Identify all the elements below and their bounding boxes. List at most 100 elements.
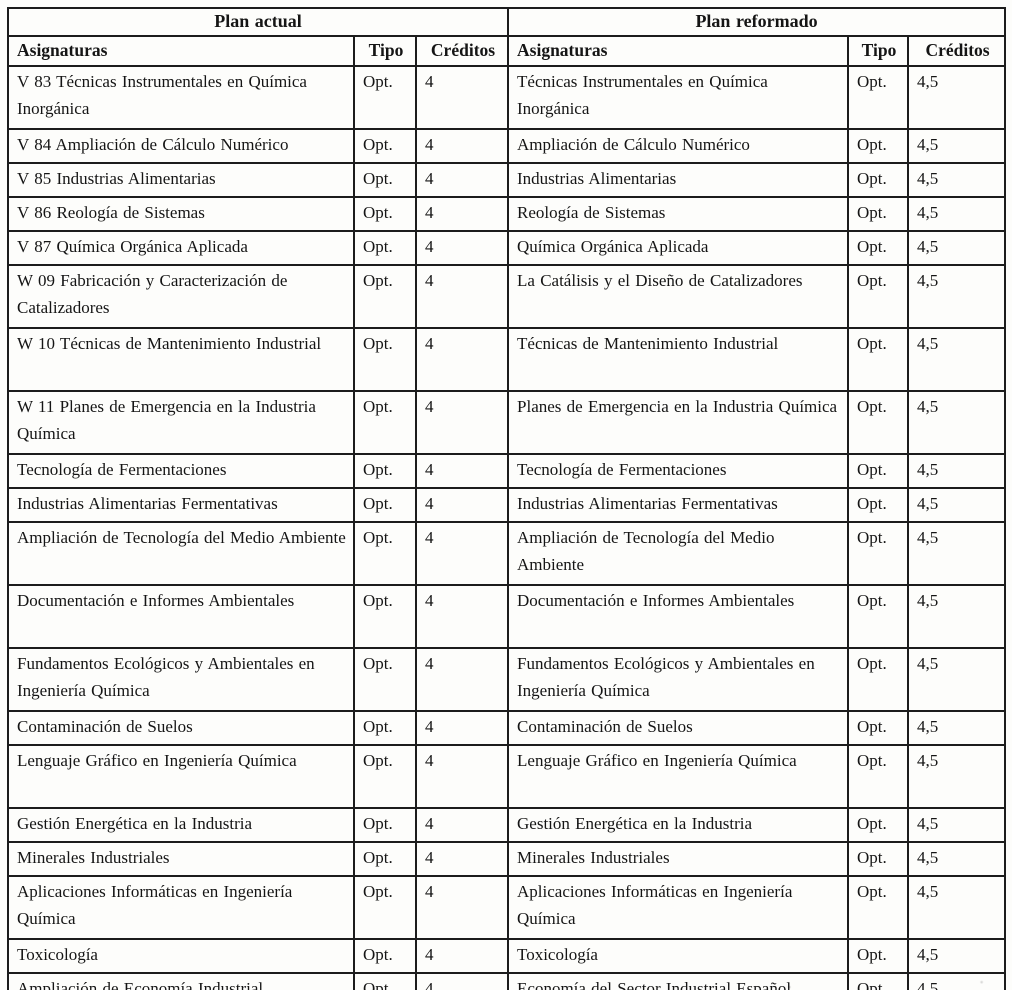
- table-body: V 83 Técnicas Instrumentales en Química …: [7, 65, 1007, 990]
- actual-creditos-cell: 4: [414, 841, 510, 877]
- reformado-tipo-cell: Opt.: [847, 710, 910, 746]
- reformado-tipo-cell: Opt.: [847, 453, 910, 489]
- reformado-tipo-cell: Opt.: [847, 938, 910, 974]
- actual-asignatura-cell: Gestión Energética en la Industria: [7, 807, 355, 843]
- actual-asignatura-cell: V 87 Química Orgánica Aplicada: [7, 230, 355, 266]
- reformado-creditos-cell: 4,5: [907, 521, 1007, 586]
- reformado-asignatura-cell: Industrias Alimentarias: [507, 162, 850, 198]
- actual-creditos-cell: 4: [414, 264, 510, 329]
- table-row: Minerales Industriales Opt. 4 Minerales Ind…: [7, 841, 1007, 877]
- actual-tipo-cell: Opt.: [353, 196, 417, 232]
- reformado-tipo-header: Tipo: [847, 35, 910, 67]
- actual-asignatura-cell: V 84 Ampliación de Cálculo Numérico: [7, 128, 355, 164]
- reformado-creditos-cell: 4,5: [907, 710, 1007, 746]
- scanned-document-page: Plan actual Plan reformado Asignaturas T…: [0, 7, 1012, 990]
- actual-creditos-cell: 4: [414, 230, 510, 266]
- actual-asignatura-cell: Ampliación de Economía Industrial: [7, 972, 355, 990]
- table-row: Gestión Energética en la Industria Opt. 4 G…: [7, 807, 1007, 843]
- actual-tipo-cell: Opt.: [353, 230, 417, 266]
- reformado-creditos-cell: 4,5: [907, 128, 1007, 164]
- table-row: Ampliación de Economía Industrial Opt. 4 Ec…: [7, 972, 1007, 990]
- actual-asignatura-cell: Minerales Industriales: [7, 841, 355, 877]
- reformado-asignatura-cell: Lenguaje Gráfico en Ingeniería Química: [507, 744, 850, 809]
- actual-creditos-header: Créditos: [414, 35, 510, 67]
- actual-asignatura-cell: Lenguaje Gráfico en Ingeniería Química: [7, 744, 355, 809]
- table-row: V 85 Industrias Alimentarias Opt. 4 Industr…: [7, 162, 1007, 198]
- table-row: Documentación e Informes Ambientales Opt.…: [7, 584, 1007, 649]
- actual-asignatura-cell: Fundamentos Ecológicos y Ambientales en …: [7, 647, 355, 712]
- actual-creditos-cell: 4: [414, 128, 510, 164]
- actual-creditos-cell: 4: [414, 453, 510, 489]
- actual-asignatura-cell: V 83 Técnicas Instrumentales en Química …: [7, 65, 355, 130]
- actual-tipo-cell: Opt.: [353, 875, 417, 940]
- reformado-creditos-header: Créditos: [907, 35, 1007, 67]
- actual-creditos-cell: 4: [414, 875, 510, 940]
- table-row: W 09 Fabricación y Caracterización de Ca…: [7, 264, 1007, 329]
- actual-asignatura-cell: Toxicología: [7, 938, 355, 974]
- curriculum-comparison-table: Plan actual Plan reformado Asignaturas T…: [6, 7, 1007, 990]
- reformado-creditos-cell: 4,5: [907, 264, 1007, 329]
- table-row: V 84 Ampliación de Cálculo Numérico Opt. 4…: [7, 128, 1007, 164]
- reformado-asignatura-cell: Minerales Industriales: [507, 841, 850, 877]
- reformado-creditos-cell: 4,5: [907, 162, 1007, 198]
- actual-tipo-cell: Opt.: [353, 521, 417, 586]
- actual-tipo-cell: Opt.: [353, 938, 417, 974]
- reformado-tipo-cell: Opt.: [847, 875, 910, 940]
- actual-asignatura-cell: W 09 Fabricación y Caracterización de Ca…: [7, 264, 355, 329]
- table-row: V 86 Reología de Sistemas Opt. 4 Reología d…: [7, 196, 1007, 232]
- actual-creditos-cell: 4: [414, 744, 510, 809]
- reformado-tipo-cell: Opt.: [847, 647, 910, 712]
- reformado-creditos-cell: 4,5: [907, 390, 1007, 455]
- reformado-asignatura-cell: La Catálisis y el Diseño de Catalizadore…: [507, 264, 850, 329]
- reformado-asignatura-cell: Química Orgánica Aplicada: [507, 230, 850, 266]
- table-row: Industrias Alimentarias Fermentativas Opt…: [7, 487, 1007, 523]
- actual-creditos-cell: 4: [414, 327, 510, 392]
- reformado-asignatura-cell: Técnicas Instrumentales en Química Inorg…: [507, 65, 850, 130]
- actual-tipo-cell: Opt.: [353, 647, 417, 712]
- actual-creditos-cell: 4: [414, 521, 510, 586]
- reformado-asignatura-cell: Documentación e Informes Ambientales: [507, 584, 850, 649]
- actual-tipo-cell: Opt.: [353, 390, 417, 455]
- actual-creditos-cell: 4: [414, 584, 510, 649]
- actual-creditos-cell: 4: [414, 972, 510, 990]
- reformado-creditos-cell: 4,5: [907, 230, 1007, 266]
- table-row: W 10 Técnicas de Mantenimiento Industria…: [7, 327, 1007, 392]
- reformado-tipo-cell: Opt.: [847, 807, 910, 843]
- reformado-asignaturas-header: Asignaturas: [507, 35, 850, 67]
- reformado-tipo-cell: Opt.: [847, 390, 910, 455]
- actual-tipo-cell: Opt.: [353, 128, 417, 164]
- reformado-creditos-cell: 4,5: [907, 487, 1007, 523]
- actual-asignatura-cell: V 86 Reología de Sistemas: [7, 196, 355, 232]
- reformado-asignatura-cell: Toxicología: [507, 938, 850, 974]
- actual-asignatura-cell: Contaminación de Suelos: [7, 710, 355, 746]
- actual-tipo-cell: Opt.: [353, 972, 417, 990]
- reformado-asignatura-cell: Técnicas de Mantenimiento Industrial: [507, 327, 850, 392]
- reformado-asignatura-cell: Ampliación de Cálculo Numérico: [507, 128, 850, 164]
- reformado-creditos-cell: 4,5: [907, 938, 1007, 974]
- actual-tipo-cell: Opt.: [353, 327, 417, 392]
- reformado-tipo-cell: Opt.: [847, 487, 910, 523]
- actual-asignaturas-header: Asignaturas: [7, 35, 355, 67]
- reformado-tipo-cell: Opt.: [847, 521, 910, 586]
- reformado-creditos-cell: 4,5: [907, 453, 1007, 489]
- actual-tipo-cell: Opt.: [353, 841, 417, 877]
- actual-creditos-cell: 4: [414, 196, 510, 232]
- reformado-tipo-cell: Opt.: [847, 327, 910, 392]
- reformado-asignatura-cell: Planes de Emergencia en la Industria Quí…: [507, 390, 850, 455]
- actual-asignatura-cell: Aplicaciones Informáticas en Ingeniería …: [7, 875, 355, 940]
- reformado-asignatura-cell: Reología de Sistemas: [507, 196, 850, 232]
- reformado-tipo-cell: Opt.: [847, 841, 910, 877]
- actual-asignatura-cell: W 10 Técnicas de Mantenimiento Industria…: [7, 327, 355, 392]
- reformado-asignatura-cell: Fundamentos Ecológicos y Ambientales en …: [507, 647, 850, 712]
- reformado-creditos-cell: 4,5: [907, 65, 1007, 130]
- plan-actual-title: Plan actual: [6, 7, 510, 37]
- table-row: W 11 Planes de Emergencia en la Industri…: [7, 390, 1007, 455]
- reformado-tipo-cell: Opt.: [847, 264, 910, 329]
- actual-creditos-cell: 4: [414, 807, 510, 843]
- table-row: Contaminación de Suelos Opt. 4 Contaminació…: [7, 710, 1007, 746]
- reformado-asignatura-cell: Ampliación de Tecnología del Medio Ambie…: [507, 521, 850, 586]
- actual-asignatura-cell: V 85 Industrias Alimentarias: [7, 162, 355, 198]
- reformado-asignatura-cell: Gestión Energética en la Industria: [507, 807, 850, 843]
- table-row: V 87 Química Orgánica Aplicada Opt. 4 Quími…: [7, 230, 1007, 266]
- table-row: Ampliación de Tecnología del Medio Ambie…: [7, 521, 1007, 586]
